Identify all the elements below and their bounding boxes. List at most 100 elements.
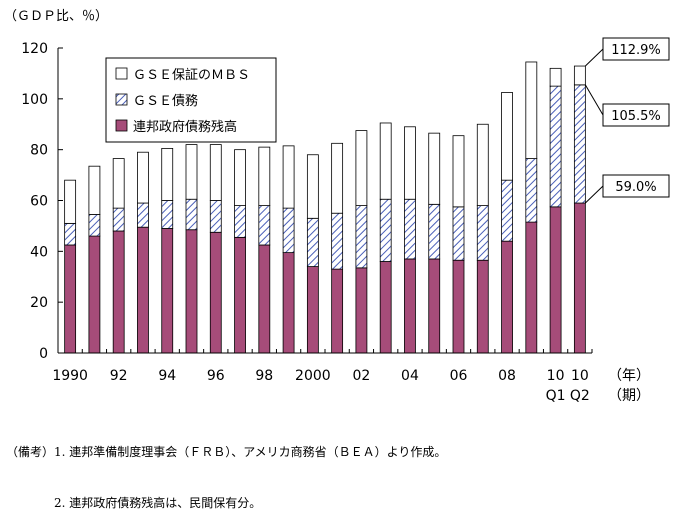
bar-segment: [306, 217, 319, 267]
legend-swatch: [115, 119, 128, 132]
bar-segment: [64, 222, 77, 246]
y-tick-label: 80: [30, 143, 48, 159]
bar-segment: [404, 258, 416, 354]
legend-label: ＧＳＥ保証のＭＢＳ: [133, 68, 250, 83]
bar-segment: [88, 235, 101, 354]
legend-label: 連邦政府債務残高: [133, 119, 237, 135]
bar-segment: [209, 231, 222, 354]
bar-segment: [379, 122, 392, 200]
bar-segment: [331, 212, 344, 270]
x-tick-label: 1990: [52, 368, 88, 384]
bar-segment: [137, 202, 149, 228]
bars: [64, 61, 586, 354]
bar-segment: [476, 259, 489, 354]
bar-segment: [379, 198, 392, 262]
x-tick-label: 98: [255, 368, 273, 384]
note-2: 2. 連邦政府債務残高は、民間保有分。: [6, 496, 262, 510]
callout-leader: [585, 185, 604, 204]
x-suffix-year: （年）: [608, 368, 650, 384]
bar-segment: [428, 258, 441, 354]
bar-segment: [428, 132, 441, 205]
x-tick-label: 02: [352, 368, 370, 384]
bar-segment: [525, 61, 538, 159]
bar-segment: [185, 229, 198, 354]
unit-label: （ＧＤＰ比、％）: [4, 9, 108, 24]
bar-segment: [573, 65, 586, 86]
bar-segment: [64, 244, 77, 354]
y-tick-label: 0: [39, 346, 48, 362]
bar-segment: [137, 226, 149, 354]
bar-segment: [331, 268, 344, 354]
bar-segment: [573, 202, 586, 354]
bar-segment: [234, 236, 246, 354]
x-tick-label: 2000: [295, 368, 331, 384]
x-tick-label: Q1: [546, 388, 566, 404]
callout-label: 59.0%: [615, 180, 656, 195]
bar-segment: [549, 206, 562, 354]
y-axis: 0 20 40 60 80 100 120: [21, 41, 63, 362]
y-tick-label: 20: [30, 295, 48, 311]
legend-label: ＧＳＥ債務: [133, 94, 198, 109]
bar-segment: [234, 149, 246, 206]
bar-segment: [549, 67, 562, 87]
callout-label: 112.9%: [611, 43, 661, 58]
callout-box: [602, 103, 670, 127]
x-tick-label: 06: [450, 368, 468, 384]
bar-segment: [209, 200, 222, 233]
bar-segment: [112, 207, 125, 232]
legend-swatch: [115, 93, 128, 106]
bar-segment: [573, 84, 586, 204]
bar-segment: [209, 144, 222, 201]
callout-box: [602, 174, 670, 198]
bar-segment: [428, 203, 441, 260]
y-tick-label: 120: [21, 41, 48, 57]
bar-segment: [185, 144, 198, 200]
y-tick-label: 100: [21, 92, 48, 108]
x-tick-label: 92: [110, 368, 128, 384]
x-tick-label: 08: [498, 368, 516, 384]
bar-segment: [379, 261, 392, 354]
bar-segment: [355, 130, 368, 206]
x-tick-label: Q2: [570, 388, 590, 404]
x-tick-label: 96: [207, 368, 225, 384]
bar-segment: [282, 207, 295, 254]
bar-segment: [501, 92, 513, 181]
bar-segment: [452, 206, 465, 261]
bar-segment: [161, 147, 174, 201]
x-tick-label: 04: [401, 368, 419, 384]
bar-segment: [306, 266, 319, 354]
bar-segment: [355, 267, 368, 354]
bar-segment: [452, 135, 465, 208]
y-tick-label: 40: [30, 244, 48, 260]
bar-segment: [185, 198, 198, 231]
bar-segment: [258, 146, 271, 206]
bar-segment: [88, 214, 101, 237]
bar-segment: [549, 85, 562, 208]
callout-label: 105.5%: [611, 109, 661, 124]
x-tick-label: 94: [158, 368, 176, 384]
bar-segment: [137, 151, 149, 204]
bar-segment: [112, 230, 125, 354]
bar-segment: [306, 154, 319, 219]
bar-segment: [161, 200, 174, 229]
callout-leader: [585, 48, 604, 67]
bar-segment: [525, 158, 538, 223]
bar-segment: [234, 205, 246, 238]
bar-segment: [258, 244, 271, 354]
legend-swatch: [115, 67, 128, 80]
bar-segment: [331, 142, 344, 214]
callout-box: [602, 37, 670, 61]
bar-segment: [501, 240, 513, 354]
bar-segment: [88, 165, 101, 215]
y-tick-label: 60: [30, 194, 48, 210]
bar-segment: [112, 158, 125, 209]
bar-segment: [404, 198, 416, 260]
x-suffix-period: （期）: [608, 388, 650, 404]
notes: （備考）1. 連邦準備制度理事会（ＦＲＢ）、アメリカ商務省（ＢＥＡ）より作成。 …: [6, 410, 446, 529]
bar-segment: [282, 145, 295, 209]
x-axis-labels: 1990 92 94 96 98 2000 02 04 06 08 10 Q1 10 Q2: [52, 349, 593, 404]
bar-segment: [476, 123, 489, 206]
legend-box: [105, 57, 277, 143]
bar-segment: [476, 205, 489, 261]
